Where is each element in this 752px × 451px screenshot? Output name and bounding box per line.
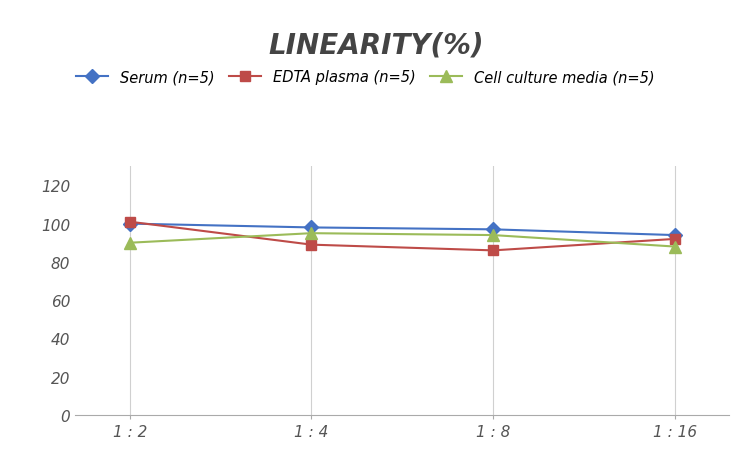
Cell culture media (n=5) xyxy=(489,233,498,238)
Line: EDTA plasma (n=5): EDTA plasma (n=5) xyxy=(125,217,680,256)
Legend: Serum (n=5), EDTA plasma (n=5), Cell culture media (n=5): Serum (n=5), EDTA plasma (n=5), Cell cul… xyxy=(76,70,654,85)
EDTA plasma (n=5) xyxy=(307,242,316,248)
Line: Cell culture media (n=5): Cell culture media (n=5) xyxy=(124,228,681,253)
EDTA plasma (n=5) xyxy=(489,248,498,253)
Serum (n=5) xyxy=(489,227,498,233)
Cell culture media (n=5) xyxy=(125,240,134,246)
EDTA plasma (n=5) xyxy=(125,220,134,225)
Cell culture media (n=5) xyxy=(307,231,316,236)
Line: Serum (n=5): Serum (n=5) xyxy=(125,219,680,240)
EDTA plasma (n=5) xyxy=(671,237,680,242)
Cell culture media (n=5) xyxy=(671,244,680,250)
Serum (n=5) xyxy=(671,233,680,238)
Serum (n=5) xyxy=(307,225,316,230)
Serum (n=5) xyxy=(125,221,134,227)
Text: LINEARITY(%): LINEARITY(%) xyxy=(268,32,484,60)
